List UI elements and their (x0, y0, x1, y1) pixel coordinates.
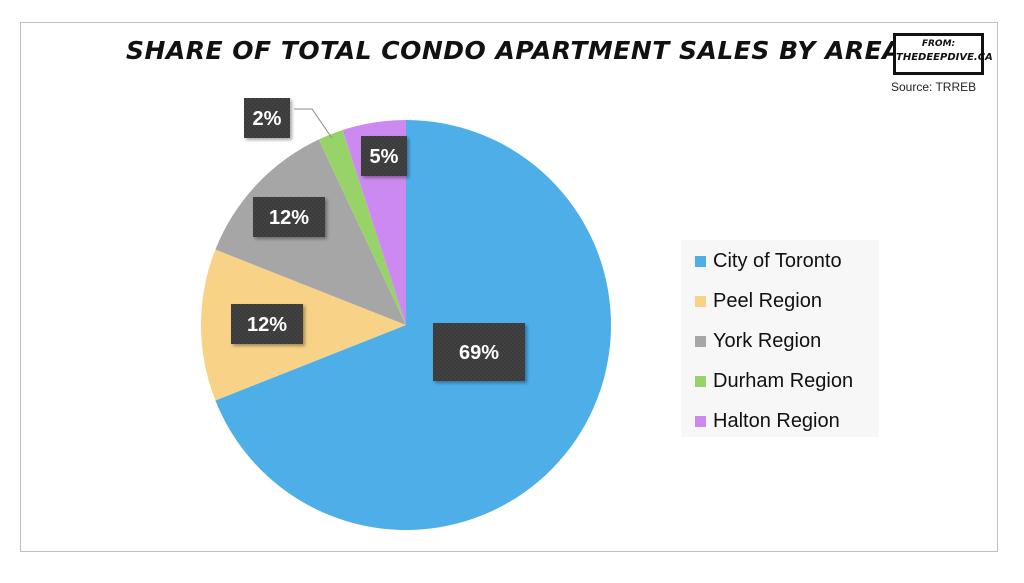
legend-label: York Region (713, 329, 822, 352)
source-note: Source: TRREB (891, 80, 977, 94)
data-label-peel-region: 12% (247, 314, 287, 336)
chart-title: Share of Total Condo Apartment Sales by … (126, 36, 903, 65)
data-label-york-region: 12% (269, 207, 309, 229)
leader-line-durham-region (294, 108, 333, 139)
legend-swatch (695, 295, 706, 307)
legend-item-durham-region: Durham Region (695, 368, 853, 394)
legend-item-halton-region: Halton Region (695, 408, 840, 434)
legend-swatch (695, 255, 706, 267)
legend-label: Durham Region (713, 369, 854, 392)
legend-label: City of Toronto (713, 249, 842, 272)
source-badge: From: TheDeepDive.ca (893, 33, 993, 75)
badge-from-label: From: (921, 39, 956, 49)
legend-swatch (695, 335, 706, 347)
legend-item-york-region: York Region (695, 328, 821, 354)
data-label-halton-region: 5% (370, 146, 399, 168)
data-label-box-peel-region (231, 304, 303, 344)
legend-item-peel-region: Peel Region (695, 288, 822, 314)
pie-slice-durham-region (318, 130, 406, 325)
legend-label: Halton Region (713, 409, 840, 432)
data-label-box-city-of-toronto (433, 323, 525, 381)
pie-slice-city-of-toronto (215, 120, 611, 530)
legend-label: Peel Region (713, 289, 822, 312)
data-label-box-durham-region (244, 98, 290, 138)
legend-swatch (695, 375, 706, 387)
badge-site-label: TheDeepDive.ca (896, 52, 993, 63)
chart-legend: City of Toronto Peel Region York Region Dur… (681, 240, 879, 437)
legend-item-city-of-toronto: City of Toronto (695, 248, 842, 274)
data-label-durham-region: 2% (253, 108, 282, 130)
data-label-box-york-region (253, 197, 325, 237)
pie-slice-peel-region (200, 249, 406, 401)
data-label-box-halton-region (361, 136, 407, 176)
legend-swatch (695, 415, 706, 427)
data-label-city-of-toronto: 69% (459, 342, 499, 364)
